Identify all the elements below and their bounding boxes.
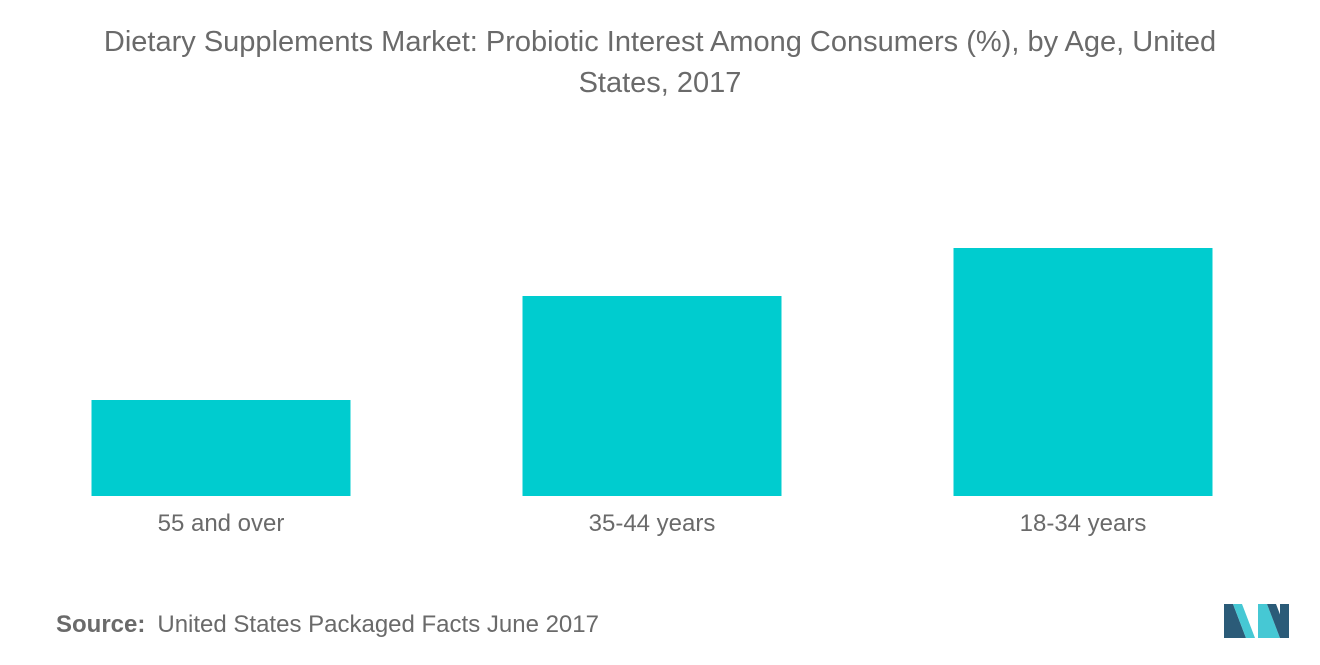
chart-title: Dietary Supplements Market: Probiotic In… — [0, 22, 1320, 104]
chart-title-line-1: Dietary Supplements Market: Probiotic In… — [103, 26, 1217, 58]
bar-2 — [953, 248, 1213, 496]
brand-logo-icon — [1224, 604, 1289, 638]
bar-0 — [91, 400, 351, 496]
logo-left-stroke — [1224, 604, 1246, 638]
source-label: Source: — [56, 611, 146, 638]
logo-right-accent — [1258, 604, 1280, 638]
category-label-0: 55 and over — [158, 510, 285, 537]
category-label-2: 18-34 years — [1020, 510, 1147, 537]
logo-left-accent — [1233, 604, 1255, 638]
bar-1 — [522, 296, 782, 496]
source-note: Source: United States Packaged Facts June… — [56, 611, 599, 639]
bar-chart: 55 and over 35-44 years 18-34 years — [91, 248, 1213, 537]
logo-right-bar — [1280, 604, 1289, 638]
source-text: United States Packaged Facts June 2017 — [157, 611, 599, 638]
chart-title-line-2: States, 2017 — [578, 67, 742, 99]
category-label-1: 35-44 years — [589, 510, 716, 537]
